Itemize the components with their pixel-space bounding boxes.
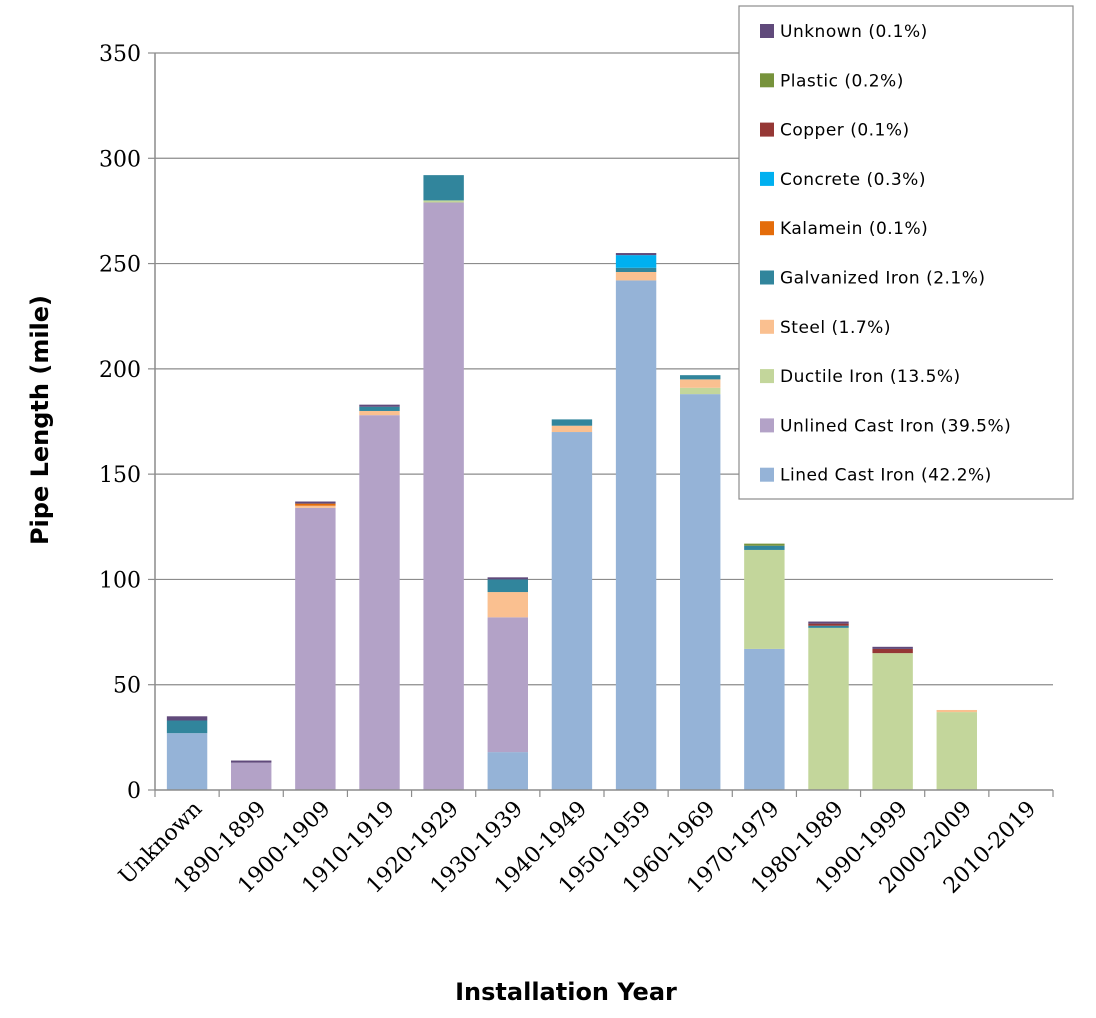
bar-segment [680,388,720,394]
legend-swatch [760,172,774,186]
bar-segment [808,626,848,628]
legend-label: Plastic (0.2%) [780,71,904,91]
y-axis-title: Pipe Length (mile) [26,295,54,545]
x-axis-title: Installation Year [455,978,677,1006]
bar-segment [359,407,399,411]
legend-swatch [760,418,774,432]
bar-segment [744,546,784,550]
bar-segment [808,622,848,624]
x-tick-labels: Unknown1890-18991900-19091910-19191920-1… [114,797,1041,899]
bar-segment [231,763,271,790]
bar-segment [744,649,784,790]
bar-segment [808,624,848,626]
y-tick-label: 250 [99,253,141,278]
bar-segment [937,710,977,712]
legend-swatch [760,468,774,482]
bar-segment [167,721,207,734]
legend-swatch [760,73,774,87]
y-tick-labels: 0 50 100 150 200 250 300 350 [99,42,141,804]
bar-segment [937,712,977,790]
bar-segment [488,752,528,790]
y-tick-label: 200 [99,358,141,383]
bar-segment [680,379,720,387]
bar-segment [295,506,335,508]
bar-segment [295,508,335,790]
legend-swatch [760,320,774,334]
bar-segment [552,426,592,432]
legend-label: Steel (1.7%) [780,318,891,338]
bar-segment [423,175,463,200]
bar-segment [744,550,784,649]
legend-swatch [760,123,774,137]
legend-swatch [760,271,774,285]
bar-segment [616,272,656,280]
bar-segment [295,502,335,504]
bar-segment [872,649,912,653]
bar-segment [231,761,271,763]
bar-segment [872,647,912,649]
legend-label: Copper (0.1%) [780,121,910,141]
bar-segment [680,375,720,379]
legend-label: Galvanized Iron (2.1%) [780,269,986,289]
bar-segment [488,617,528,752]
bar-segment [167,733,207,790]
bar-segment [808,628,848,790]
legend-swatch [760,369,774,383]
legend-swatch [760,221,774,235]
bar-segment [616,253,656,255]
y-tick-label: 50 [113,674,141,699]
legend-label: Unknown (0.1%) [780,22,928,42]
bar-segment [616,280,656,790]
bar-segment [359,405,399,407]
legend-label: Kalamein (0.1%) [780,219,928,239]
bar-segment [552,432,592,790]
bar-segment [744,544,784,546]
bar-segment [488,579,528,592]
bar-segment [423,200,463,202]
bar-segment [552,419,592,425]
y-tick-label: 100 [99,568,141,593]
legend-label: Ductile Iron (13.5%) [780,367,961,387]
legend-label: Lined Cast Iron (42.2%) [780,466,992,486]
bar-segment [488,592,528,617]
bar-segment [488,577,528,579]
legend-label: Unlined Cast Iron (39.5%) [780,416,1011,436]
legend: Unknown (0.1%) Plastic (0.2%) Copper (0.1%… [739,6,1073,499]
bar-segment [359,415,399,790]
bar-segment [423,203,463,790]
y-tick-label: 0 [127,779,141,804]
y-tick-label: 300 [99,147,141,172]
bar-segment [295,504,335,506]
bar-segment [167,716,207,720]
bar-segment [616,255,656,268]
y-tick-label: 150 [99,463,141,488]
bar-segment [680,394,720,790]
bar-segment [616,268,656,272]
y-tick-label: 350 [99,42,141,67]
legend-swatch [760,24,774,38]
legend-label: Concrete (0.3%) [780,170,926,190]
bar-segment [872,653,912,790]
bar-segment [359,411,399,415]
